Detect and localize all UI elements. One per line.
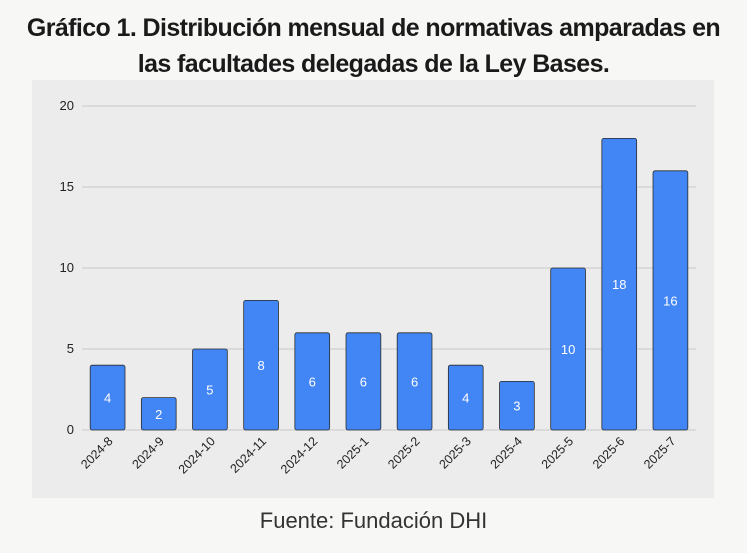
source-caption: Fuente: Fundación DHI <box>259 508 488 533</box>
x-tick-label: 2024-11 <box>228 434 270 476</box>
x-tick-label: 2025-6 <box>590 434 627 471</box>
bar <box>89 364 126 431</box>
bar-data-label: 6 <box>411 374 418 389</box>
x-tick-label: 2024-12 <box>278 434 320 476</box>
y-tick-label: 20 <box>60 98 74 113</box>
bar-data-label: 5 <box>206 383 213 398</box>
x-tick-label: 2025-4 <box>488 434 525 471</box>
chart-title: Gráfico 1. Distribución mensual de norma… <box>0 10 747 82</box>
bar <box>294 332 331 431</box>
bar <box>192 348 228 431</box>
bar <box>345 332 382 431</box>
bar <box>550 267 586 431</box>
chart-panel: 0 5 10 15 20 4 2024-8 2 2024-9 5 2024-10 8 2024-11 6 2… <box>32 80 714 498</box>
bar <box>396 332 433 431</box>
x-tick-label: 2025-5 <box>539 434 576 471</box>
bar-data-label: 8 <box>257 358 264 373</box>
bar-data-label: 2 <box>155 407 162 422</box>
bar <box>243 299 279 431</box>
x-tick-label: 2024-9 <box>129 434 166 471</box>
bar-chart: 0 5 10 15 20 4 2024-8 2 2024-9 5 2024-10 8 2024-11 6 2… <box>60 98 696 477</box>
bar-data-label: 6 <box>360 374 367 389</box>
y-tick-label: 0 <box>67 422 74 437</box>
bar <box>652 170 689 431</box>
y-tick-label: 10 <box>60 260 74 275</box>
bar <box>447 364 484 431</box>
chart-title-line-1: Gráfico 1. Distribución mensual de norma… <box>26 14 721 42</box>
x-tick-label: 2024-8 <box>78 434 115 471</box>
bar-data-label: 4 <box>104 391 111 406</box>
x-tick-label: 2025-3 <box>436 434 473 471</box>
bar-data-label: 4 <box>462 391 469 406</box>
x-tick-label: 2025-7 <box>641 434 678 471</box>
bar-data-label: 3 <box>513 399 520 414</box>
y-tick-label: 15 <box>60 179 74 194</box>
y-tick-label: 5 <box>67 341 74 356</box>
bar <box>140 397 177 431</box>
bar <box>601 138 638 431</box>
x-tick-label: 2024-10 <box>176 434 218 476</box>
bar-data-label: 18 <box>612 277 626 292</box>
chart-title-line-2: las facultades delegadas de la Ley Bases… <box>137 50 610 78</box>
bar-data-label: 6 <box>309 374 316 389</box>
x-tick-label: 2025-2 <box>385 434 422 471</box>
bar-data-label: 10 <box>561 342 575 357</box>
bar <box>499 380 535 431</box>
bar-data-label: 16 <box>663 293 677 308</box>
x-tick-label: 2025-1 <box>334 434 371 471</box>
